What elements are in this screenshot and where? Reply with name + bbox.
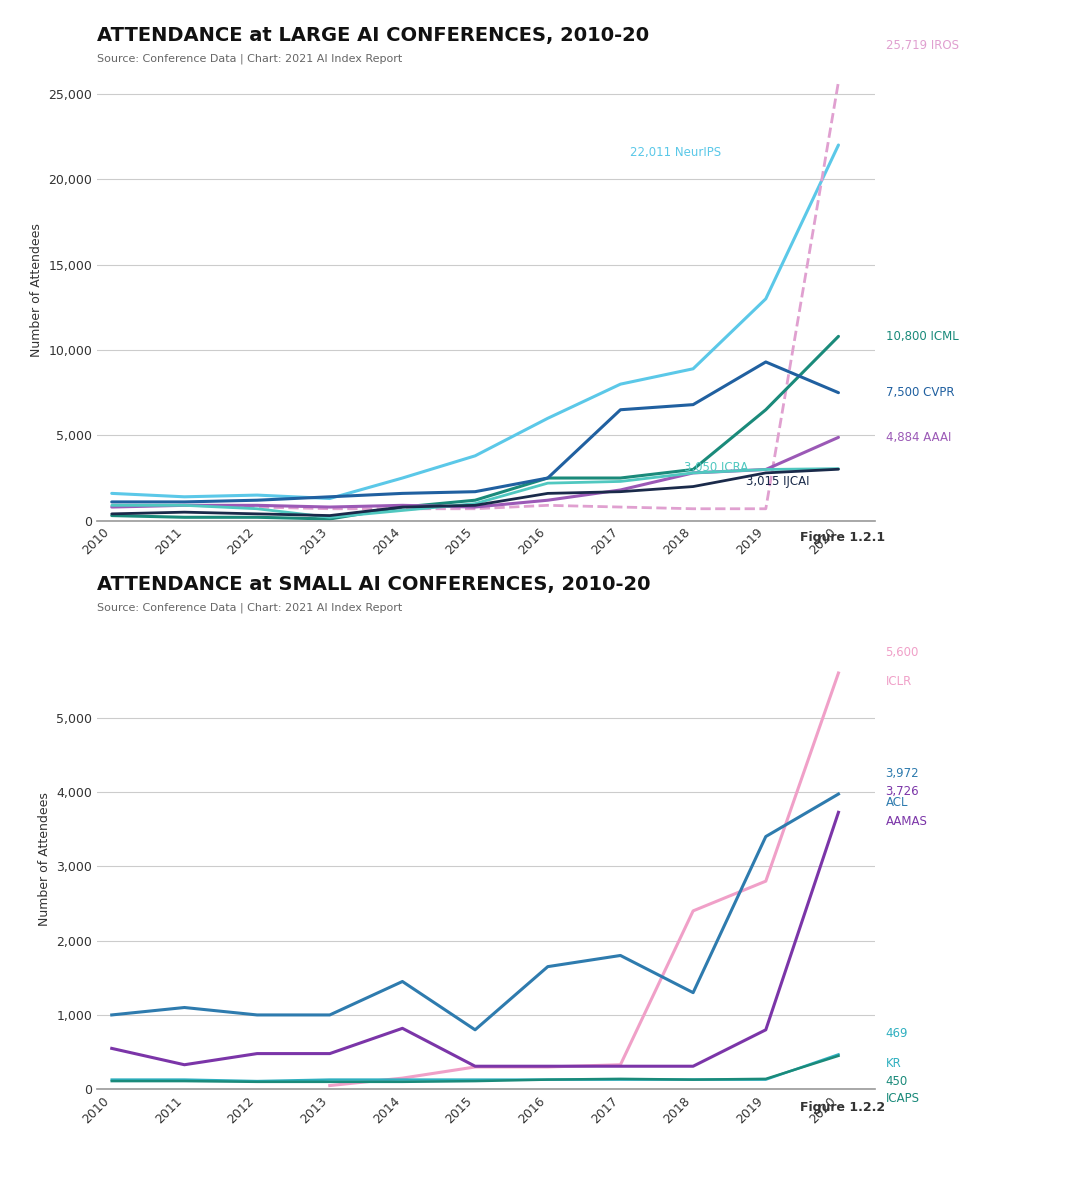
Text: 22,011 NeurIPS: 22,011 NeurIPS — [630, 146, 721, 158]
Text: 3,015 IJCAI: 3,015 IJCAI — [746, 475, 810, 488]
Text: ICLR: ICLR — [886, 675, 912, 688]
Text: ICAPS: ICAPS — [886, 1092, 919, 1105]
Y-axis label: Number of Attendees: Number of Attendees — [38, 792, 51, 925]
Text: 3,972: 3,972 — [886, 766, 919, 779]
Text: 7,500 CVPR: 7,500 CVPR — [886, 387, 954, 399]
Y-axis label: Number of Attendees: Number of Attendees — [30, 224, 43, 357]
Text: 10,800 ICML: 10,800 ICML — [886, 330, 958, 342]
Text: Figure 1.2.2: Figure 1.2.2 — [800, 1101, 886, 1114]
Text: Source: Conference Data | Chart: 2021 AI Index Report: Source: Conference Data | Chart: 2021 AI… — [97, 54, 403, 65]
Text: Figure 1.2.1: Figure 1.2.1 — [800, 531, 886, 545]
Text: ATTENDANCE at SMALL AI CONFERENCES, 2010-20: ATTENDANCE at SMALL AI CONFERENCES, 2010… — [97, 575, 650, 594]
Text: 3,726: 3,726 — [886, 785, 919, 798]
Text: Source: Conference Data | Chart: 2021 AI Index Report: Source: Conference Data | Chart: 2021 AI… — [97, 602, 403, 613]
Text: AAMAS: AAMAS — [886, 815, 928, 827]
Text: 469: 469 — [886, 1027, 908, 1040]
Text: 3,050 ICRA: 3,050 ICRA — [685, 461, 748, 474]
Text: 25,719 IROS: 25,719 IROS — [886, 40, 959, 51]
Text: 4,884 AAAI: 4,884 AAAI — [886, 431, 951, 444]
Text: ACL: ACL — [886, 796, 908, 809]
Text: 450: 450 — [886, 1075, 908, 1088]
Text: KR: KR — [886, 1057, 902, 1070]
Text: 5,600: 5,600 — [886, 645, 919, 658]
Text: ATTENDANCE at LARGE AI CONFERENCES, 2010-20: ATTENDANCE at LARGE AI CONFERENCES, 2010… — [97, 26, 649, 45]
